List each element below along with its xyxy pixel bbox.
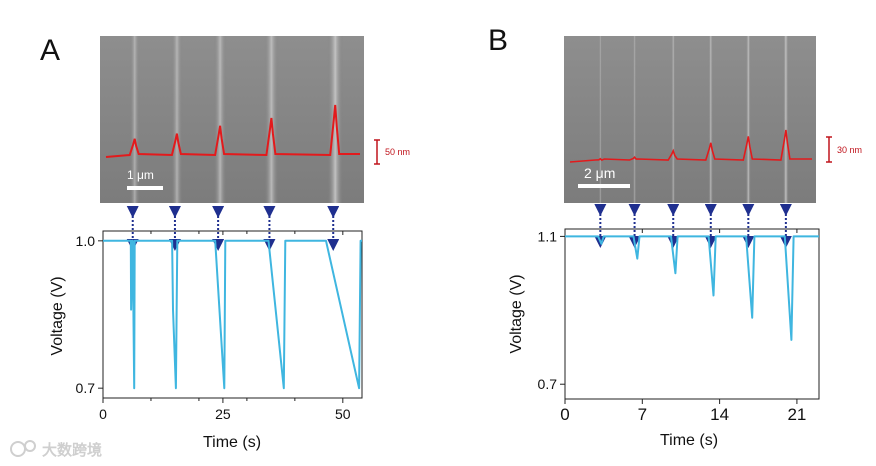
sem-stripe-b-4 [745,36,752,203]
x-axis-label-b: Time (s) [660,432,718,449]
sem-stripe-a-0 [129,36,140,203]
height-profile-b [569,129,812,163]
sem-stripe-a-4 [327,36,344,203]
panel-b: B 2 μm 30 nm 0 7 14 21 1.1 0.7 Voltage (V) Ti… [488,24,862,449]
voltage-trace-b [565,235,819,341]
x-tick-label-a-1: 25 [215,406,231,422]
x-tick-label-a-0: 0 [99,406,107,422]
event-arrows-b [594,204,792,248]
height-scale-b: 30 nm [826,136,862,163]
sem-stripe-b-0 [598,36,602,203]
height-profile-a [105,104,360,158]
x-tick-label-b-3: 21 [787,405,806,424]
plot-frame-a [102,230,363,399]
scale-bar-label-b: 2 μm [584,165,615,181]
y-tick-label-a-0: 1.0 [76,233,96,249]
event-arrows-a [126,206,340,251]
sem-stripe-b-5 [782,36,789,203]
y-tick-label-b-1: 0.7 [538,376,558,392]
height-scale-a: 50 nm [374,139,410,165]
scale-bar-b [578,184,630,188]
x-axis-label-a: Time (s) [203,434,261,451]
scale-bar-a [127,186,163,190]
voltage-trace-a [103,239,362,390]
y-tick-label-a-1: 0.7 [76,380,96,396]
sem-stripe-b-3 [708,36,714,203]
y-tick-label-b-0: 1.1 [538,228,558,244]
chart-a: 0 25 50 1.0 0.7 Voltage (V) Time (s) [49,230,363,451]
x-tick-label-b-1: 7 [638,405,647,424]
panel-letter-a: A [40,34,60,67]
height-scale-label-a: 50 nm [385,147,410,157]
sem-stripes-b [598,36,789,203]
watermark-text: 大数跨境 [42,441,102,459]
height-scale-label-b: 30 nm [837,145,862,155]
axis-ticks-b: 0 7 14 21 1.1 0.7 [538,228,807,424]
sem-background-b [564,36,816,203]
sem-stripe-a-2 [213,36,227,203]
panel-a: A 1 μm 50 nm 0 25 50 1.0 0.7 Voltage (V) Tim… [40,34,410,451]
watermark: 大数跨境 [10,440,102,459]
x-tick-label-b-2: 14 [710,405,729,424]
sem-stripe-b-2 [671,36,676,203]
sem-background-a [100,36,364,203]
x-tick-label-b-0: 0 [560,405,569,424]
y-axis-label-b: Voltage (V) [508,274,525,353]
sem-image-a: 1 μm [100,36,364,203]
x-tick-label-a-2: 50 [335,406,351,422]
sem-image-b: 2 μm [564,36,816,203]
chart-b: 0 7 14 21 1.1 0.7 Voltage (V) Time (s) [508,228,820,449]
panel-letter-b: B [488,24,508,57]
scale-bar-label-a: 1 μm [127,168,154,182]
y-axis-label-a: Voltage (V) [49,276,66,355]
plot-frame-b [564,228,820,400]
sem-stripe-a-1 [171,36,183,203]
sem-stripe-b-1 [632,36,637,203]
axis-ticks-a: 0 25 50 1.0 0.7 [76,231,351,422]
